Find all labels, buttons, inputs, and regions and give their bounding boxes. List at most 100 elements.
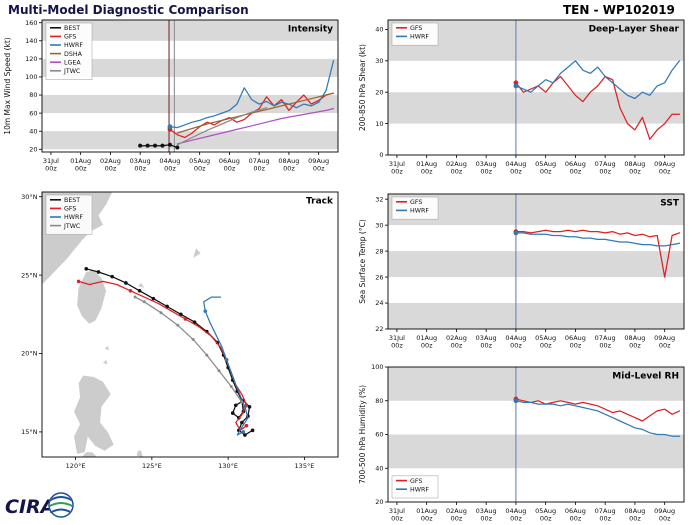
series-hwrf [513,230,681,247]
x-tick-label: 03Aug [476,334,497,342]
x-tick-label: 07Aug [595,160,616,168]
x-tick-label: 08Aug [278,157,299,165]
legend-label: HWRF [410,486,429,493]
page-title: Multi-Model Diagnostic Comparison [8,3,249,17]
y-tick-label: 25°N [21,271,38,279]
x-tick-label: 03Aug [476,507,497,515]
x-tick-label: 00z [134,165,146,173]
x-tick-label: 00z [194,165,206,173]
x-tick-label: 00z [391,168,403,176]
x-tick-label: 06Aug [219,157,240,165]
x-tick-label: 00z [659,342,671,350]
rh-chart: 31Jul00z01Aug00z02Aug00z03Aug00z04Aug00z… [358,363,685,523]
x-tick-label: 07Aug [595,334,616,342]
x-tick-label: 00z [451,342,463,350]
x-tick-label: 02Aug [446,160,467,168]
x-tick-label: 07Aug [249,157,270,165]
x-tick-label: 00z [105,165,117,173]
legend-label: JTWC [63,68,81,75]
chart-title: Intensity [288,25,333,35]
x-tick-label: 00z [421,168,433,176]
x-tick-label: 04Aug [505,160,526,168]
x-tick-label: 00z [391,515,403,523]
x-tick-label: 00z [659,515,671,523]
x-tick-label: 00z [480,168,492,176]
series-lgea [176,107,335,145]
y-axis-label: 700-500 hPa Humidity (%) [358,385,367,484]
x-tick-label: 00z [451,168,463,176]
landmass [138,282,145,288]
x-tick-label: 01Aug [70,157,91,165]
y-axis-label: 10m Max Wind Speed (kt) [3,37,12,134]
y-tick-label: 40 [29,127,37,135]
x-tick-label: 05Aug [535,507,556,515]
x-tick-label: 135°E [295,462,315,470]
x-tick-label: 00z [451,515,463,523]
series-hwrf [167,60,335,130]
x-tick-label: 00z [45,165,57,173]
x-tick-label: 03Aug [476,160,497,168]
track-map-panel: 120°E 125°E 130°E 135°E 15°N 20°N 25°N 30°N Trac… [0,184,355,484]
x-tick-label: 00z [599,168,611,176]
y-tick-label: 26 [375,273,383,281]
legend: GFS HWRF [391,22,439,46]
x-tick-label: 09Aug [654,160,675,168]
legend-label: GFS [410,25,422,32]
x-tick-label: 00z [570,342,582,350]
y-tick-label: 20 [375,88,383,96]
x-tick-label: 00z [540,168,552,176]
x-tick-label: 05Aug [189,157,210,165]
x-tick-label: 02Aug [446,507,467,515]
y-tick-label: 100 [371,363,383,371]
y-tick-label: 15°N [21,428,38,436]
landmass [104,345,110,351]
legend-label: GFS [64,34,76,41]
x-tick-label: 00z [570,168,582,176]
legend-label: JTWC [63,223,81,230]
x-tick-label: 03Aug [130,157,151,165]
series-jtwc [133,295,244,404]
x-tick-label: 00z [540,342,552,350]
y-tick-label: 160 [25,19,37,27]
legend-label: GFS [64,206,76,213]
x-tick-label: 04Aug [159,157,180,165]
x-tick-label: 06Aug [565,507,586,515]
series-hwrf [513,398,681,437]
x-tick-label: 00z [570,515,582,523]
y-tick-label: 30°N [21,193,38,201]
mid-level-rh-chart-panel: 31Jul 00z 01Aug 00z 02Aug 00z 03Aug 00z 04Aug 00z… [355,354,700,525]
x-tick-label: 00z [629,342,641,350]
y-tick-label: 120 [25,55,37,63]
sst-chart: 31Jul00z01Aug00z02Aug00z03Aug00z04Aug00z… [358,193,685,350]
storm-id: TEN - WP102019 [563,3,675,17]
plot-border [387,193,685,330]
legend-label: BEST [64,197,80,204]
y-tick-label: 24 [375,299,383,307]
x-tick-label: 00z [510,515,522,523]
deep-layer-shear-chart-panel: 31Jul 00z 01Aug 00z 02Aug 00z 03Aug 00z 04Aug 00z… [355,2,700,184]
cira-logo-text: CIRA [5,496,55,518]
landmass [103,359,108,365]
x-tick-label: 02Aug [100,157,121,165]
legend-label: HWRF [64,214,83,221]
x-tick-label: 120°E [66,462,86,470]
landmass [136,450,143,457]
y-tick-label: 28 [375,247,383,255]
legend-label: GFS [410,199,422,206]
x-tick-label: 00z [510,342,522,350]
x-tick-label: 31Jul [389,160,405,168]
x-tick-label: 02Aug [446,334,467,342]
x-tick-label: 00z [421,515,433,523]
x-tick-label: 00z [224,165,236,173]
y-tick-label: 10 [375,120,383,128]
landmass [74,375,114,454]
legend-label: GFS [410,478,422,485]
landmass [77,270,107,324]
x-tick-label: 06Aug [565,160,586,168]
x-tick-label: 04Aug [505,507,526,515]
y-axis-label: 200-850 hPa Shear (kt) [358,44,367,131]
x-tick-label: 00z [480,342,492,350]
x-tick-label: 00z [391,342,403,350]
y-tick-label: 40 [375,464,383,472]
